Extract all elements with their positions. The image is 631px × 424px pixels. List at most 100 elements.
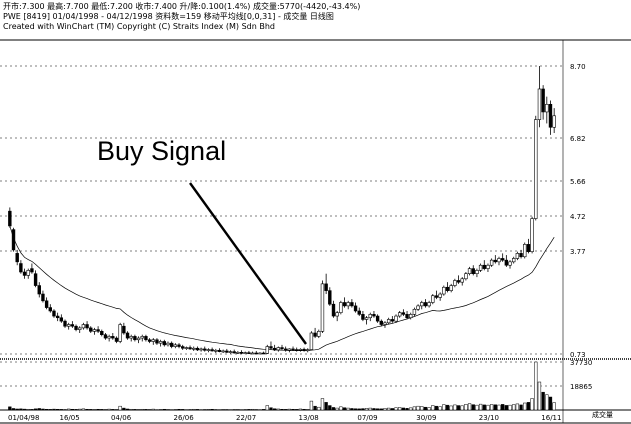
- volume-bar: [295, 409, 299, 411]
- candle-body-down: [548, 103, 553, 128]
- volume-bar: [22, 408, 27, 411]
- volume-bar: [339, 406, 343, 411]
- volume-bar: [375, 408, 380, 411]
- candle: [523, 242, 527, 259]
- volume-bar: [56, 408, 60, 411]
- candle: [195, 346, 200, 351]
- candle-body-down: [11, 229, 16, 251]
- volume-bar: [416, 405, 420, 411]
- candle: [394, 314, 398, 323]
- candle-body-down: [357, 310, 361, 315]
- volume-bar: [181, 409, 185, 411]
- volume-bar: [313, 405, 317, 411]
- volume-bar: [261, 409, 266, 411]
- candle-body-down: [70, 324, 75, 327]
- candle-body-down: [269, 346, 273, 349]
- candle-body-down: [225, 350, 229, 353]
- candle: [254, 350, 258, 355]
- volume-bar: [111, 409, 115, 411]
- volume-bar: [41, 408, 45, 411]
- candle: [129, 334, 133, 342]
- candle: [526, 238, 531, 254]
- candle: [103, 332, 108, 340]
- candle-body-down: [30, 268, 34, 273]
- volume-bar: [357, 408, 361, 411]
- volume-series: [8, 361, 556, 411]
- moving-average-line: [9, 225, 555, 352]
- volume-bar: [383, 408, 387, 411]
- candle: [122, 322, 126, 335]
- candle-body-down: [122, 325, 126, 334]
- candle: [192, 346, 196, 351]
- volume-bar: [184, 409, 189, 411]
- candle-body-up: [416, 305, 420, 310]
- candle: [460, 277, 464, 286]
- volume-bar: [92, 409, 97, 411]
- candle: [89, 326, 93, 333]
- volume-bar: [324, 402, 328, 411]
- candle: [261, 351, 266, 355]
- candle-body-down: [188, 347, 192, 350]
- candle-body-up: [265, 346, 269, 354]
- candle-body-up: [409, 314, 413, 319]
- volume-bar: [541, 391, 545, 411]
- volume-bar: [545, 394, 549, 411]
- candle: [85, 321, 89, 330]
- candle-body-up: [276, 347, 281, 351]
- candle-body-down: [114, 337, 119, 342]
- candle: [306, 348, 310, 353]
- candle: [552, 108, 556, 134]
- volume-bar: [151, 408, 155, 411]
- volume-bar: [59, 409, 63, 411]
- candle-body-up: [92, 329, 97, 332]
- candle: [320, 280, 325, 333]
- candle: [383, 321, 387, 328]
- candle-body-down: [445, 286, 450, 291]
- candle-body-down: [423, 302, 428, 307]
- candle: [265, 344, 269, 354]
- candle: [26, 268, 30, 279]
- candle: [206, 348, 211, 353]
- volume-bar: [52, 408, 56, 411]
- candle-body-up: [464, 273, 468, 280]
- chart-info-line: PWE [8419] 01/04/1998 - 04/12/1998 资料数=1…: [3, 12, 334, 21]
- candle-body-up: [497, 258, 501, 263]
- volume-bar: [515, 403, 520, 411]
- candle-body-up: [199, 348, 203, 351]
- candle-body-up: [26, 270, 30, 276]
- candle: [258, 352, 262, 355]
- candle-body-down: [55, 315, 60, 319]
- candle-body-up: [335, 312, 339, 317]
- volume-bar: [243, 409, 247, 411]
- candle: [44, 297, 49, 310]
- candle: [155, 338, 159, 345]
- candle: [482, 260, 486, 271]
- volume-bar: [170, 409, 174, 411]
- candle: [221, 349, 225, 353]
- candle: [283, 346, 288, 352]
- candle: [346, 300, 350, 310]
- volume-bar: [232, 409, 236, 411]
- volume-bar: [302, 408, 306, 411]
- candle-body-down: [144, 336, 148, 341]
- candle-body-down: [100, 330, 104, 335]
- candle: [317, 329, 321, 339]
- volume-bar: [78, 408, 82, 411]
- candle: [63, 319, 67, 328]
- candle-body-up: [243, 352, 247, 354]
- volume-bar: [534, 361, 538, 411]
- volume-bar: [140, 408, 144, 411]
- candle-body-down: [379, 320, 383, 325]
- candle-body-up: [534, 119, 538, 219]
- volume-bar: [276, 408, 280, 411]
- candle: [401, 309, 406, 317]
- volume-tick-label: 37730: [570, 359, 592, 367]
- volume-bar: [331, 407, 336, 411]
- date-tick-label: 30/09: [416, 414, 436, 422]
- candle-body-up: [552, 115, 556, 128]
- volume-bar: [512, 404, 516, 411]
- volume-bar: [107, 408, 111, 411]
- volume-bar: [217, 409, 222, 411]
- candle: [375, 314, 380, 323]
- candle-body-down: [169, 342, 174, 347]
